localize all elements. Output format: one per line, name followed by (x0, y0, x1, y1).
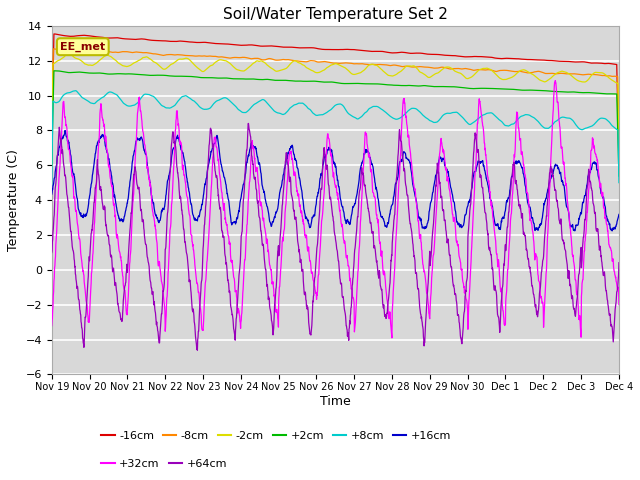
Text: EE_met: EE_met (60, 42, 106, 52)
Title: Soil/Water Temperature Set 2: Soil/Water Temperature Set 2 (223, 7, 448, 22)
X-axis label: Time: Time (320, 395, 351, 408)
Y-axis label: Temperature (C): Temperature (C) (7, 149, 20, 251)
Legend: +32cm, +64cm: +32cm, +64cm (97, 455, 231, 473)
